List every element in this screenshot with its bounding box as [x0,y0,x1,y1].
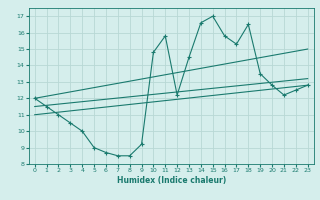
X-axis label: Humidex (Indice chaleur): Humidex (Indice chaleur) [116,176,226,185]
